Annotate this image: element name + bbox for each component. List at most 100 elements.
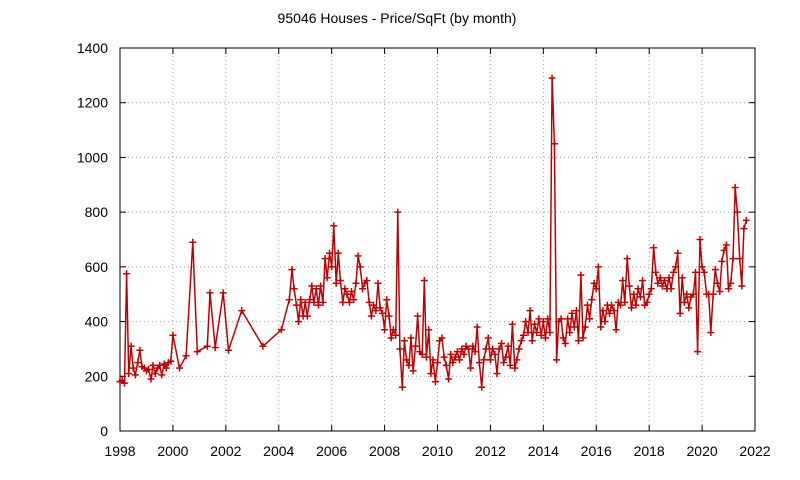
data-point-marker <box>189 238 197 246</box>
data-point-marker <box>498 339 506 347</box>
data-point-marker <box>308 282 316 290</box>
data-point-marker <box>422 353 430 361</box>
data-point-marker <box>627 304 635 312</box>
data-point-marker <box>438 334 446 342</box>
x-tick-label: 2002 <box>210 443 241 459</box>
x-tick-label: 2022 <box>739 443 770 459</box>
data-point-marker <box>330 222 338 230</box>
data-point-marker <box>504 342 512 350</box>
data-point-marker <box>736 255 744 263</box>
data-point-marker <box>557 315 565 323</box>
x-tick-label: 1998 <box>104 443 135 459</box>
data-point-marker <box>447 350 455 358</box>
data-point-marker <box>425 326 433 334</box>
chart-title: 95046 Houses - Price/SqFt (by month) <box>278 10 517 26</box>
data-point-marker <box>123 270 131 278</box>
data-point-marker <box>156 361 164 369</box>
data-point-marker <box>621 298 629 306</box>
data-point-marker <box>548 74 556 82</box>
data-point-marker <box>453 348 461 356</box>
data-point-marker <box>334 249 342 257</box>
data-point-marker <box>535 315 543 323</box>
data-point-marker <box>127 342 135 350</box>
data-point-marker <box>566 329 574 337</box>
data-point-marker <box>612 326 620 334</box>
data-point-marker <box>323 274 331 282</box>
data-point-marker <box>579 334 587 342</box>
data-point-marker <box>332 279 340 287</box>
data-point-marker <box>486 356 494 364</box>
data-point-marker <box>696 236 704 243</box>
x-tick-label: 2000 <box>157 443 188 459</box>
data-point-marker <box>303 312 311 320</box>
data-point-marker <box>707 329 715 337</box>
data-point-marker <box>343 290 351 298</box>
x-tick-label: 2018 <box>634 443 665 459</box>
data-point-marker <box>647 285 655 293</box>
data-point-marker <box>577 271 585 279</box>
data-point-marker <box>412 342 420 350</box>
data-point-marker <box>467 364 475 372</box>
data-point-marker <box>295 318 303 326</box>
data-point-marker <box>383 296 391 304</box>
data-point-marker <box>691 268 699 276</box>
y-tick-label: 800 <box>85 204 109 220</box>
data-point-marker <box>513 356 521 364</box>
data-point-marker <box>369 301 377 309</box>
data-point-marker <box>634 285 642 293</box>
grid-layer <box>120 48 755 431</box>
data-point-marker <box>460 350 468 358</box>
series-layer <box>116 74 750 391</box>
data-point-marker <box>394 208 402 216</box>
data-point-marker <box>672 263 680 271</box>
data-point-marker <box>650 244 658 252</box>
data-point-marker <box>605 309 613 317</box>
data-point-marker <box>314 301 322 309</box>
data-point-marker <box>586 315 594 323</box>
data-point-marker <box>211 344 219 352</box>
data-point-marker <box>544 315 552 323</box>
data-point-marker <box>561 339 569 347</box>
data-point-marker <box>716 287 724 295</box>
data-point-marker <box>381 326 389 334</box>
data-point-marker <box>632 301 640 309</box>
data-point-marker <box>151 370 159 378</box>
data-point-marker <box>636 293 644 301</box>
data-point-marker <box>389 326 397 334</box>
x-tick-label: 2020 <box>687 443 718 459</box>
data-point-marker <box>643 298 651 306</box>
data-point-marker <box>537 331 545 339</box>
data-point-marker <box>407 334 415 342</box>
data-point-marker <box>328 263 336 271</box>
data-point-marker <box>508 320 516 328</box>
data-point-marker <box>224 346 232 354</box>
data-point-marker <box>396 345 404 353</box>
data-point-marker <box>709 290 717 298</box>
data-point-marker <box>617 301 625 309</box>
data-point-marker <box>524 329 532 337</box>
data-point-marker <box>493 370 501 378</box>
data-point-marker <box>553 356 561 364</box>
data-point-marker <box>306 296 314 304</box>
data-point-marker <box>356 263 364 271</box>
data-point-marker <box>363 277 371 285</box>
data-point-marker <box>531 320 539 328</box>
data-point-marker <box>475 359 483 367</box>
data-point-marker <box>711 266 719 274</box>
data-point-marker <box>546 329 554 337</box>
data-point-marker <box>674 249 682 257</box>
data-point-marker <box>414 312 422 320</box>
data-point-marker <box>570 323 578 331</box>
data-point-marker <box>176 364 184 372</box>
data-point-marker <box>526 307 534 315</box>
data-point-marker <box>203 342 211 350</box>
data-point-marker <box>206 289 214 297</box>
data-point-marker <box>336 277 344 285</box>
data-point-marker <box>581 323 589 331</box>
data-point-marker <box>731 184 739 192</box>
data-point-marker <box>429 356 437 364</box>
data-point-marker <box>449 359 457 367</box>
data-point-marker <box>491 350 499 358</box>
data-point-marker <box>339 298 347 306</box>
